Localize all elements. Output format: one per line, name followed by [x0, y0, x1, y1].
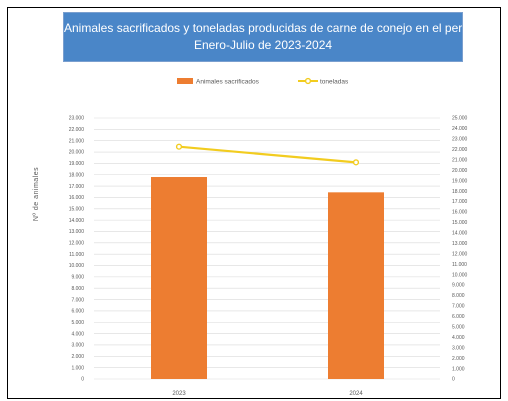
right-tick-label: 11.000	[452, 262, 467, 268]
bar	[151, 177, 207, 379]
right-tick-label: 7.000	[452, 304, 465, 310]
right-tick-label: 23.000	[452, 137, 468, 143]
legend-swatch-bar	[177, 78, 193, 84]
bar-series	[151, 177, 384, 379]
left-tick-label: 8.000	[71, 286, 84, 292]
left-tick-label: 4.000	[71, 331, 84, 337]
right-axis-ticks: 0 1.000 2.000 3.000 4.000 5.000 6.000 7.000 8.00…	[452, 116, 468, 383]
left-tick-label: 7.000	[71, 297, 84, 303]
right-tick-label: 14.000	[452, 231, 468, 237]
chart-title: Animales sacrificados y toneladas produc…	[63, 12, 485, 62]
right-tick-label: 10.000	[452, 272, 468, 278]
right-tick-label: 6.000	[452, 314, 465, 320]
gridlines	[94, 117, 440, 380]
left-tick-label: 18.000	[69, 172, 85, 178]
legend-marker-line	[304, 77, 312, 85]
right-tick-label: 21.000	[452, 157, 468, 163]
category-label: 2023	[172, 391, 186, 397]
right-tick-label: 5.000	[452, 325, 465, 331]
right-tick-label: 1.000	[452, 366, 465, 372]
left-tick-label: 9.000	[71, 275, 84, 281]
left-tick-label: 17.000	[69, 184, 85, 190]
right-tick-label: 17.000	[452, 199, 468, 205]
right-tick-label: 25.000	[452, 116, 468, 122]
category-label: 2024	[349, 391, 363, 397]
left-tick-label: 22.000	[69, 127, 85, 133]
left-tick-label: 2.000	[71, 354, 84, 360]
bar	[328, 192, 384, 379]
line-path	[178, 145, 357, 164]
right-tick-label: 19.000	[452, 178, 468, 184]
right-tick-label: 12.000	[452, 251, 468, 257]
legend-label-bar: Animales sacrificados	[196, 79, 260, 86]
category-labels: 2023 2024	[172, 391, 363, 397]
left-axis-ticks: 0 1.000 2.000 3.000 4.000 5.000 6.000 7.000 8.00…	[69, 116, 85, 383]
left-tick-label: 11.000	[69, 252, 84, 258]
left-tick-label: 15.000	[69, 206, 85, 212]
right-tick-label: 2.000	[452, 356, 465, 362]
right-tick-label: 16.000	[452, 210, 468, 216]
right-tick-label: 13.000	[452, 241, 468, 247]
left-tick-label: 21.000	[69, 138, 85, 144]
left-tick-label: 10.000	[69, 263, 85, 269]
right-tick-label: 15.000	[452, 220, 468, 226]
legend-label-line: toneladas	[320, 79, 349, 86]
right-tick-label: 20.000	[452, 168, 468, 174]
left-tick-label: 20.000	[69, 150, 85, 156]
left-tick-label: 5.000	[71, 320, 84, 326]
right-tick-label: 0	[452, 377, 455, 383]
right-tick-label: 9.000	[452, 283, 465, 289]
right-tick-label: 24.000	[452, 126, 468, 132]
right-tick-label: 4.000	[452, 335, 465, 341]
right-tick-label: 22.000	[452, 147, 468, 153]
right-tick-label: 8.000	[452, 293, 465, 299]
left-tick-label: 0	[81, 377, 84, 383]
chart-title-line-2: Enero-Julio de 2023-2024	[193, 38, 333, 52]
line-point	[175, 143, 183, 150]
left-tick-label: 1.000	[71, 365, 84, 371]
left-tick-label: 13.000	[69, 229, 85, 235]
right-tick-label: 18.000	[452, 189, 468, 195]
left-tick-label: 3.000	[71, 343, 84, 349]
left-tick-label: 19.000	[69, 161, 85, 167]
left-tick-label: 23.000	[69, 116, 85, 122]
y-axis-label: Nº de animales	[33, 167, 40, 221]
line-series	[175, 143, 360, 166]
line-point	[352, 159, 360, 166]
left-tick-label: 16.000	[69, 195, 85, 201]
legend: Animales sacrificados toneladas	[177, 77, 349, 86]
left-tick-label: 14.000	[69, 218, 85, 224]
chart-title-line-1: Animales sacrificados y toneladas produc…	[64, 21, 485, 35]
left-tick-label: 6.000	[71, 309, 84, 315]
right-tick-label: 3.000	[452, 345, 465, 351]
left-tick-label: 12.000	[69, 241, 85, 247]
